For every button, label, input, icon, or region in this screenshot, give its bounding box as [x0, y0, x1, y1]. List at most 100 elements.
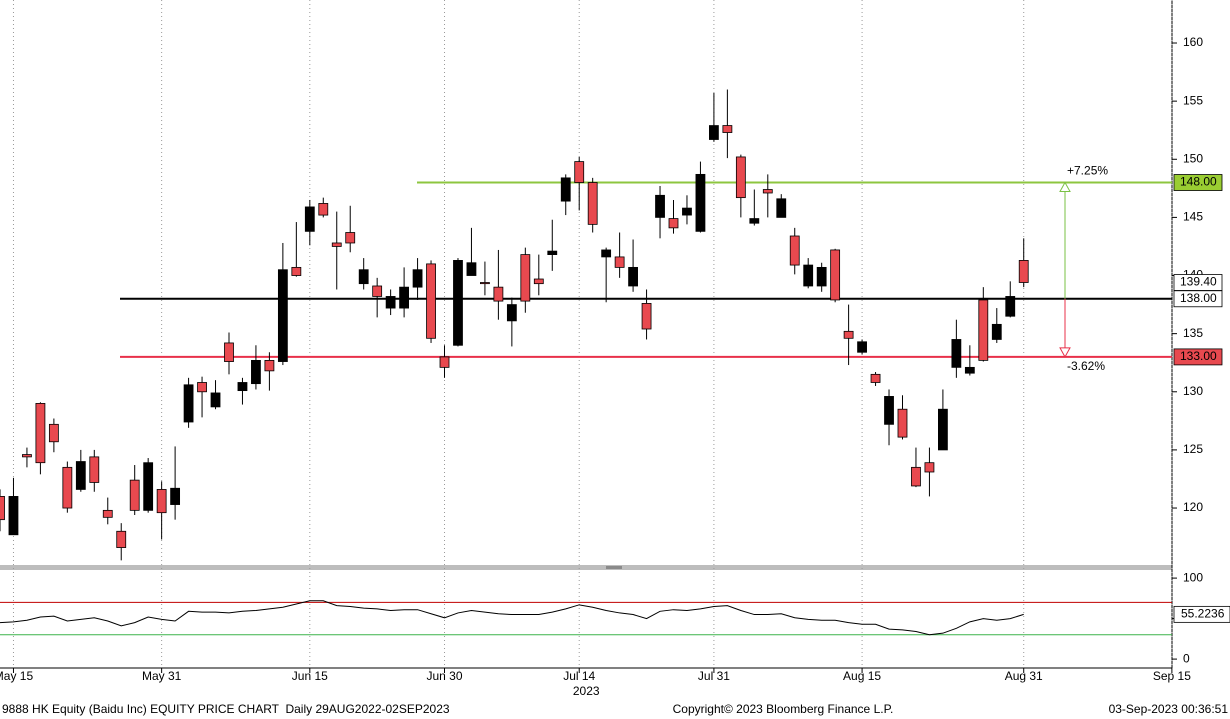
rsi-y-tick-label: 0: [1183, 651, 1190, 665]
candle-body: [102, 509, 113, 518]
candle-body: [964, 366, 975, 374]
candle-body: [35, 403, 46, 464]
candle-body: [1018, 260, 1029, 283]
y-tick-label: 120: [1183, 500, 1203, 514]
candle-body: [116, 530, 127, 548]
candle-body: [857, 341, 867, 353]
reference-label-box: [1173, 348, 1223, 366]
candle-body: [8, 496, 19, 536]
candle-body: [426, 263, 436, 339]
rsi-line: [0, 600, 1024, 636]
candle-body: [493, 286, 504, 302]
candle-body: [816, 266, 827, 287]
candle-body: [480, 282, 490, 285]
candle-body: [62, 466, 73, 509]
y-tick-label: 145: [1183, 210, 1203, 224]
rsi-panel: [0, 600, 1172, 636]
candle-body: [385, 296, 396, 309]
candle-body: [533, 278, 544, 285]
candle-body: [843, 330, 854, 339]
candle-body: [668, 218, 679, 229]
change-label: +7.25%: [1067, 164, 1108, 178]
candle-body: [547, 250, 558, 255]
reference-label: 138.00: [1180, 291, 1217, 305]
candle-body: [830, 249, 841, 301]
candle-body: [870, 373, 881, 383]
last-price-label: 139.40: [1180, 275, 1217, 289]
x-tick-label: Jun 15: [292, 669, 328, 683]
x-tick-label: Jul 31: [698, 669, 730, 683]
candle-body: [331, 242, 342, 247]
candle-body: [762, 189, 773, 194]
candle-body: [884, 396, 894, 425]
rsi-value-label: 55.2236: [1181, 607, 1225, 621]
change-arrow-head: [1059, 181, 1071, 193]
reference-label: 148.00: [1180, 175, 1217, 189]
footer-left: 9888 HK Equity (Baidu Inc) EQUITY PRICE …: [2, 702, 450, 716]
y-tick-label: 130: [1183, 384, 1203, 398]
candle-body: [1005, 296, 1016, 317]
y-tick-label: 125: [1183, 442, 1203, 456]
reference-label-box: [1173, 174, 1223, 191]
candle-body: [682, 207, 692, 216]
candle-body: [520, 254, 531, 302]
candle-body: [264, 359, 275, 372]
candle-body: [143, 462, 154, 511]
x-tick-label: Jun 30: [426, 669, 462, 683]
y-tick-label: 160: [1183, 35, 1203, 49]
panel-separator: [0, 565, 1172, 570]
candle-body: [224, 342, 234, 362]
reference-label-box: [1173, 290, 1223, 308]
candle-body: [251, 359, 261, 385]
candle-body: [237, 382, 248, 392]
grid: [12, 0, 1173, 668]
candle-body: [587, 182, 598, 225]
candles: [0, 89, 1029, 561]
candle-body: [399, 286, 410, 309]
candle-body: [210, 392, 221, 408]
y-tick-label: 150: [1183, 151, 1203, 165]
candle-body: [170, 487, 181, 505]
rsi-value-box: [1173, 605, 1230, 623]
candle-body: [412, 269, 423, 288]
candle-body: [372, 285, 383, 297]
candle-body: [924, 462, 935, 473]
reference-label: 133.00: [1180, 349, 1217, 363]
x-tick-label: Jul 14: [563, 669, 595, 683]
x-tick-label: May 15: [0, 669, 33, 683]
candle-body: [277, 269, 288, 362]
candle-body: [291, 266, 302, 276]
y-tick-label: 135: [1183, 326, 1203, 340]
candle-body: [183, 384, 194, 423]
candle-body: [560, 177, 571, 202]
candle-body: [197, 382, 207, 393]
candle-body: [0, 496, 5, 521]
candle-body: [345, 232, 356, 244]
candle-body: [89, 456, 100, 483]
candle-body: [453, 260, 463, 346]
candle-body: [506, 304, 517, 322]
candle-body: [978, 299, 989, 361]
change-label: -3.62%: [1067, 359, 1105, 373]
year-label: 2023: [573, 684, 600, 698]
candle-body: [601, 249, 612, 258]
reference-lines: +7.25% -3.62%: [120, 164, 1172, 373]
candle-body: [318, 203, 329, 216]
candle-body: [789, 235, 800, 266]
candle-body: [897, 408, 908, 438]
candle-body: [304, 206, 315, 232]
candle-body: [722, 125, 733, 133]
footer-center: Copyright© 2023 Bloomberg Finance L.P.: [673, 702, 894, 716]
rsi-y-tick-label: 100: [1183, 570, 1203, 584]
candle-body: [156, 489, 167, 514]
candle-body: [749, 218, 760, 224]
candle-body: [803, 264, 814, 287]
candle-body: [48, 423, 59, 443]
candle-body: [709, 125, 719, 140]
separator-handle: [606, 566, 622, 569]
candle-body: [439, 356, 450, 368]
candle-body: [735, 156, 746, 199]
